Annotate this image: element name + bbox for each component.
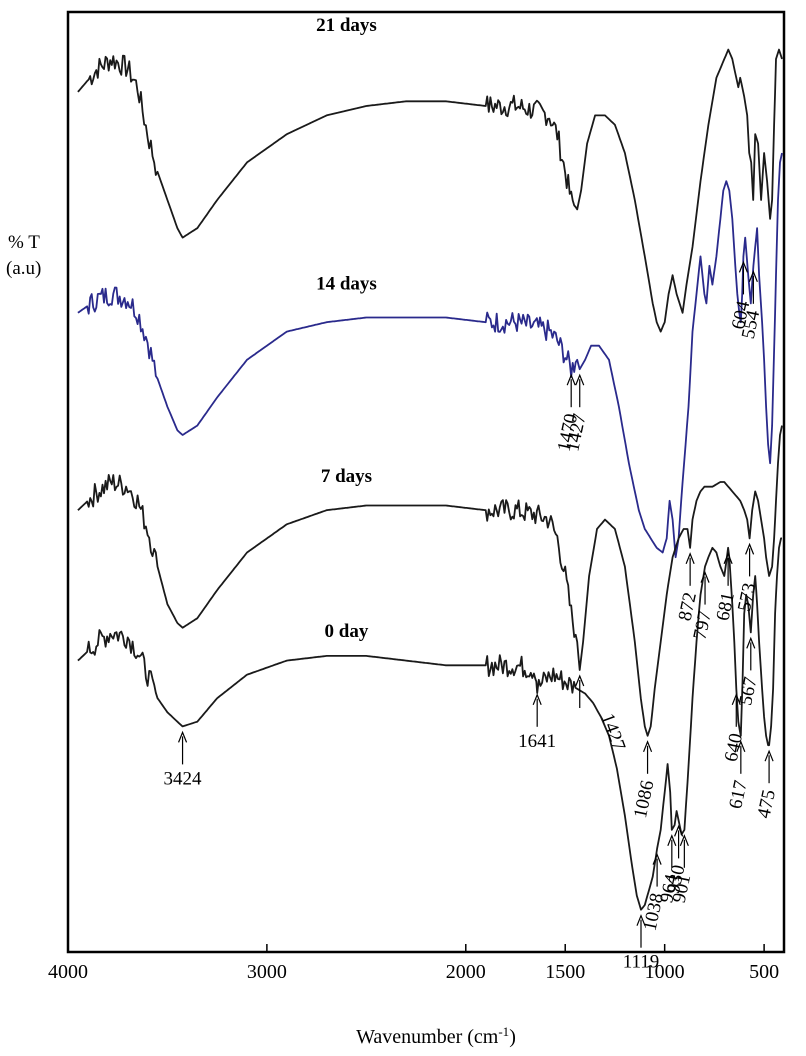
peak-arrowhead: [746, 636, 756, 649]
peak-annotation: 475: [754, 749, 780, 820]
peak-arrowhead: [532, 693, 542, 706]
peak-label: 567: [735, 675, 761, 707]
peak-arrowhead: [738, 260, 748, 273]
peak-arrowhead: [667, 834, 677, 847]
annotation-group: 3424164111191038964930901797681640617567…: [164, 260, 780, 973]
peak-label: 1427: [597, 711, 630, 754]
x-axis-label-sup: -1: [498, 1024, 509, 1039]
peak-arrowhead: [679, 834, 689, 847]
x-tick-group: 4000 3000 2000 1500 1000 500: [48, 944, 779, 983]
series-label-group: 21 days 14 days 7 days 0 day: [316, 15, 377, 642]
peak-annotation: 1427: [575, 674, 630, 754]
peak-annotation: 567: [735, 636, 762, 707]
peak-arrowhead: [652, 852, 662, 865]
plot-frame: [66, 10, 786, 954]
peak-label: 3424: [164, 768, 203, 789]
peak-arrowhead: [764, 749, 774, 762]
peak-arrowhead: [674, 824, 684, 837]
series-line-7-days: [77, 425, 783, 737]
peak-annotation: 1641: [518, 693, 556, 752]
peak-label: 1641: [518, 731, 556, 752]
plot-border: [66, 10, 786, 954]
peak-arrowhead: [566, 373, 576, 386]
x-tick-label: 4000: [48, 961, 88, 983]
y-axis-label-line2: (a.u): [6, 258, 41, 279]
series-line-14-days: [77, 152, 783, 559]
x-tick-label: 2000: [446, 961, 486, 983]
peak-label: 554: [738, 308, 765, 341]
peak-label: 617: [725, 778, 751, 810]
peak-label: 901: [669, 872, 695, 904]
peak-arrowhead: [700, 570, 710, 583]
series-label: 7 days: [321, 466, 372, 487]
x-tick-label: 500: [749, 961, 779, 983]
peak-annotation: 930: [663, 824, 689, 895]
peak-annotation: 1086: [630, 740, 658, 820]
series-line-0-day: [77, 537, 783, 911]
peak-arrowhead: [745, 542, 755, 555]
x-axis-label: Wavenumber (cm-1): [356, 1024, 516, 1049]
series-label: 0 day: [325, 621, 369, 642]
peak-arrowhead: [731, 693, 741, 706]
peak-arrowhead: [636, 914, 646, 926]
peak-arrowhead: [736, 740, 746, 753]
peak-label: 1119: [623, 952, 660, 973]
peak-label: 1086: [630, 778, 658, 820]
peak-arrowhead: [643, 740, 653, 753]
peak-label: 475: [754, 788, 780, 820]
peak-arrowhead: [575, 674, 585, 687]
peak-annotation: 3424: [164, 730, 203, 789]
peak-annotation: 1119: [623, 914, 660, 973]
series-label: 14 days: [316, 273, 377, 294]
peak-arrowhead: [723, 552, 733, 565]
peak-annotation: 573: [734, 542, 760, 613]
peak-annotation: 872: [675, 552, 701, 623]
peak-arrowhead: [575, 373, 585, 386]
series-line-21-days: [77, 48, 783, 333]
peak-arrowhead: [748, 270, 758, 283]
y-axis-label-line1: % T: [8, 232, 40, 253]
x-tick-label: 1500: [545, 961, 585, 983]
peak-arrowhead: [178, 730, 188, 743]
x-tick-label: 1000: [645, 961, 685, 983]
series-group: [77, 48, 783, 911]
peak-arrowhead: [685, 552, 695, 565]
x-tick-label: 3000: [247, 961, 287, 983]
series-label: 21 days: [316, 15, 377, 36]
